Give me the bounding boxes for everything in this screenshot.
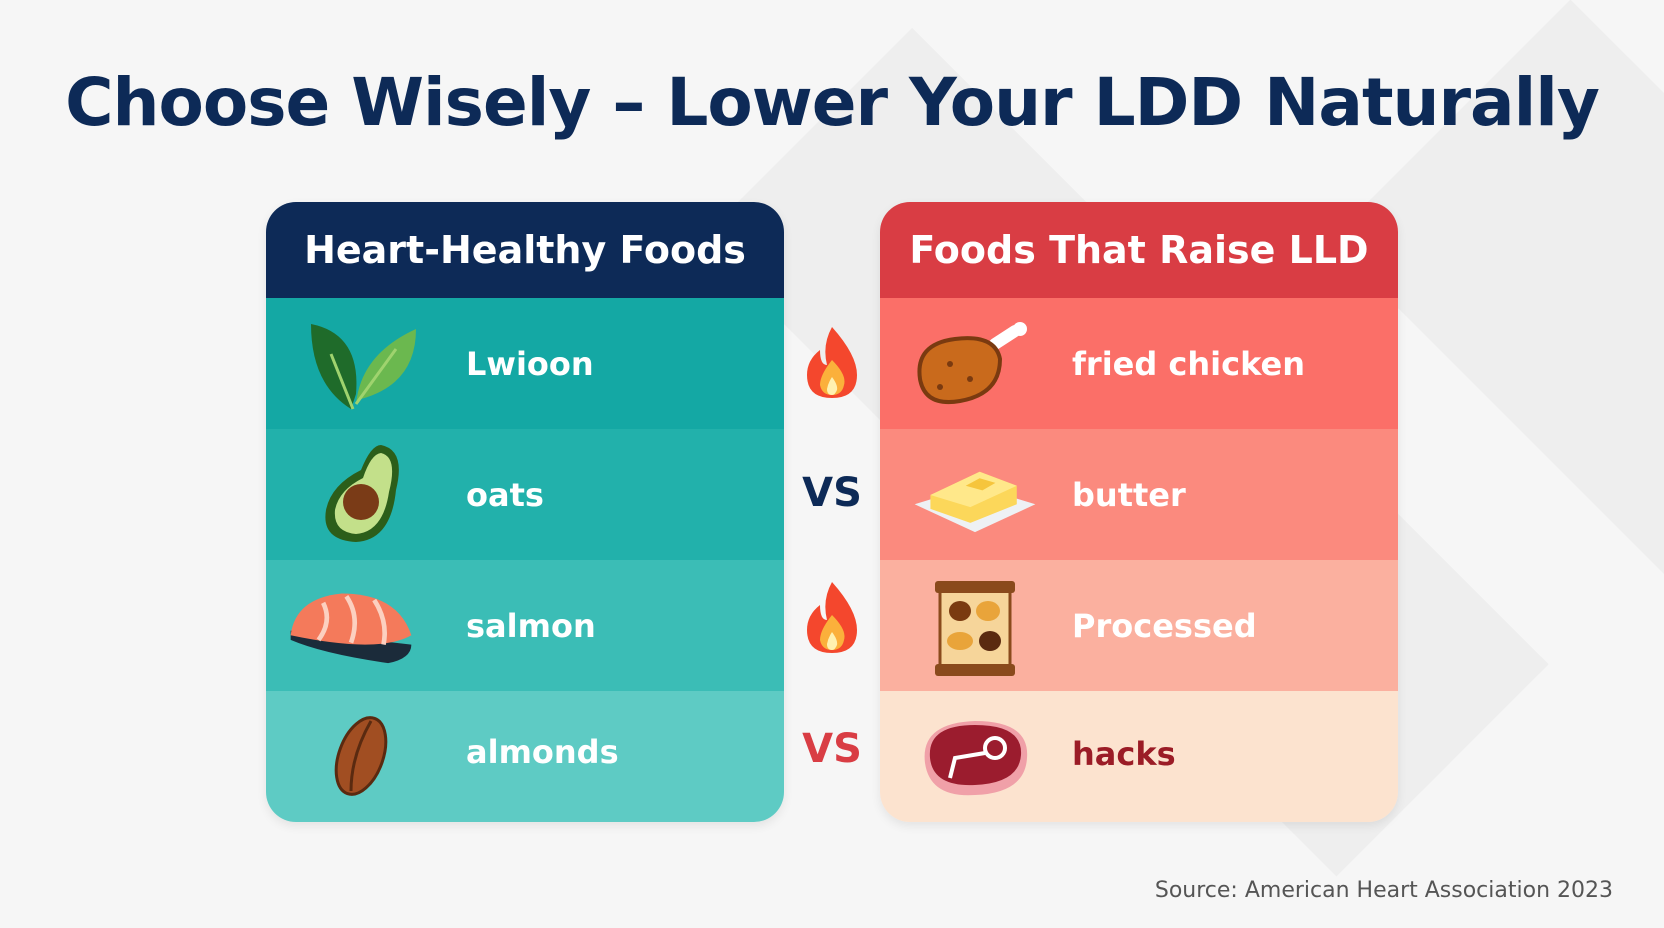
item-label: almonds (466, 733, 619, 771)
list-item: butter (880, 429, 1398, 560)
list-item: salmon (266, 560, 784, 691)
snack-pack-icon (910, 571, 1040, 681)
item-label: butter (1072, 475, 1186, 514)
vs-label: VS (802, 726, 862, 772)
leaves-icon (296, 309, 426, 419)
list-item: almonds (266, 691, 784, 822)
item-label: oats (466, 475, 544, 514)
item-label: Lwioon (466, 344, 594, 383)
item-label: fried chicken (1072, 344, 1306, 383)
source-note: Source: American Heart Association 2023 (1154, 878, 1613, 903)
list-item: Lwioon (266, 298, 784, 429)
salmon-icon (286, 571, 416, 681)
list-item: Processed (880, 560, 1398, 691)
butter-icon (910, 440, 1040, 550)
item-label: salmon (466, 606, 596, 645)
fried-chicken-icon (910, 309, 1040, 419)
item-label: hacks (1072, 735, 1176, 773)
card-header: Heart-Healthy Foods (266, 202, 784, 298)
raise-ldl-card: Foods That Raise LLD fried chicken butte… (880, 202, 1398, 822)
list-item: oats (266, 429, 784, 560)
fire-icon (787, 580, 877, 665)
vs-label: VS (802, 470, 862, 516)
heart-healthy-card: Heart-Healthy Foods Lwioon oats salmon a… (266, 202, 784, 822)
card-header: Foods That Raise LLD (880, 202, 1398, 298)
almond-icon (296, 701, 426, 811)
page-title: Choose Wisely – Lower Your LDD Naturally (65, 64, 1600, 141)
avocado-icon (296, 440, 426, 550)
fire-icon (787, 325, 877, 410)
list-item: fried chicken (880, 298, 1398, 429)
list-item: hacks (880, 691, 1398, 822)
item-label: Processed (1072, 606, 1257, 645)
steak-icon (910, 703, 1040, 813)
